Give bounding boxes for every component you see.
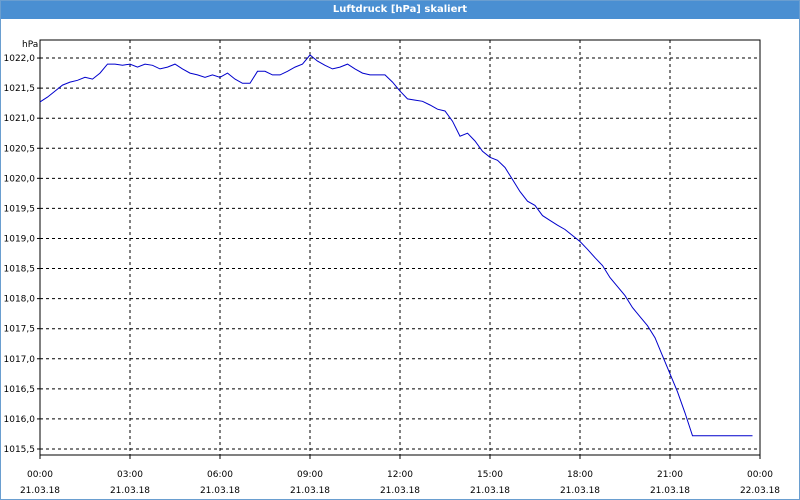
x-axis-ticks: 00:00 21.03.18 03:00 21.03.18 06:00 21.03.18 0…	[20, 455, 780, 496]
y-unit-label: hPa	[22, 40, 38, 50]
x-tick-date: 21.03.18	[110, 486, 150, 496]
y-tick-label: 1017,5	[4, 325, 36, 335]
y-tick-label: 1020,0	[4, 174, 36, 184]
window-title: Luftdruck [hPa] skaliert	[1, 1, 799, 19]
y-tick-label: 1015,5	[4, 445, 36, 455]
x-tick-date: 21.03.18	[560, 486, 600, 496]
x-tick-time: 09:00	[297, 470, 323, 480]
y-tick-label: 1021,5	[4, 84, 36, 94]
x-tick-date: 21.03.18	[200, 486, 240, 496]
y-tick-label: 1017,0	[4, 355, 36, 365]
x-tick-date: 22.03.18	[740, 486, 780, 496]
x-tick-time: 18:00	[567, 470, 593, 480]
x-tick-date: 21.03.18	[650, 486, 690, 496]
y-tick-label: 1021,0	[4, 114, 36, 124]
grid-lines	[40, 40, 760, 455]
plot-area	[39, 39, 761, 456]
x-tick-time: 00:00	[27, 470, 53, 480]
x-tick-date: 21.03.18	[380, 486, 420, 496]
y-tick-label: 1020,5	[4, 144, 36, 154]
x-tick-time: 15:00	[477, 470, 503, 480]
y-axis-ticks: 1022,0 1021,5 1021,0 1020,5 1020,0 1019,5 1019…	[4, 54, 40, 455]
x-tick-date: 21.03.18	[290, 486, 330, 496]
y-tick-label: 1016,5	[4, 385, 36, 395]
y-tick-label: 1019,0	[4, 234, 36, 244]
y-tick-label: 1022,0	[4, 54, 36, 64]
y-tick-label: 1016,0	[4, 415, 36, 425]
y-tick-label: 1018,0	[4, 295, 36, 305]
y-tick-label: 1019,5	[4, 204, 36, 214]
x-tick-time: 12:00	[387, 470, 413, 480]
series-line-luftdruck	[39, 54, 753, 437]
x-tick-time: 06:00	[207, 470, 233, 480]
y-tick-label: 1018,5	[4, 265, 36, 275]
x-tick-date: 21.03.18	[20, 486, 60, 496]
x-tick-time: 00:00	[747, 470, 773, 480]
x-tick-time: 03:00	[117, 470, 143, 480]
x-tick-time: 21:00	[657, 470, 683, 480]
x-tick-date: 21.03.18	[470, 486, 510, 496]
